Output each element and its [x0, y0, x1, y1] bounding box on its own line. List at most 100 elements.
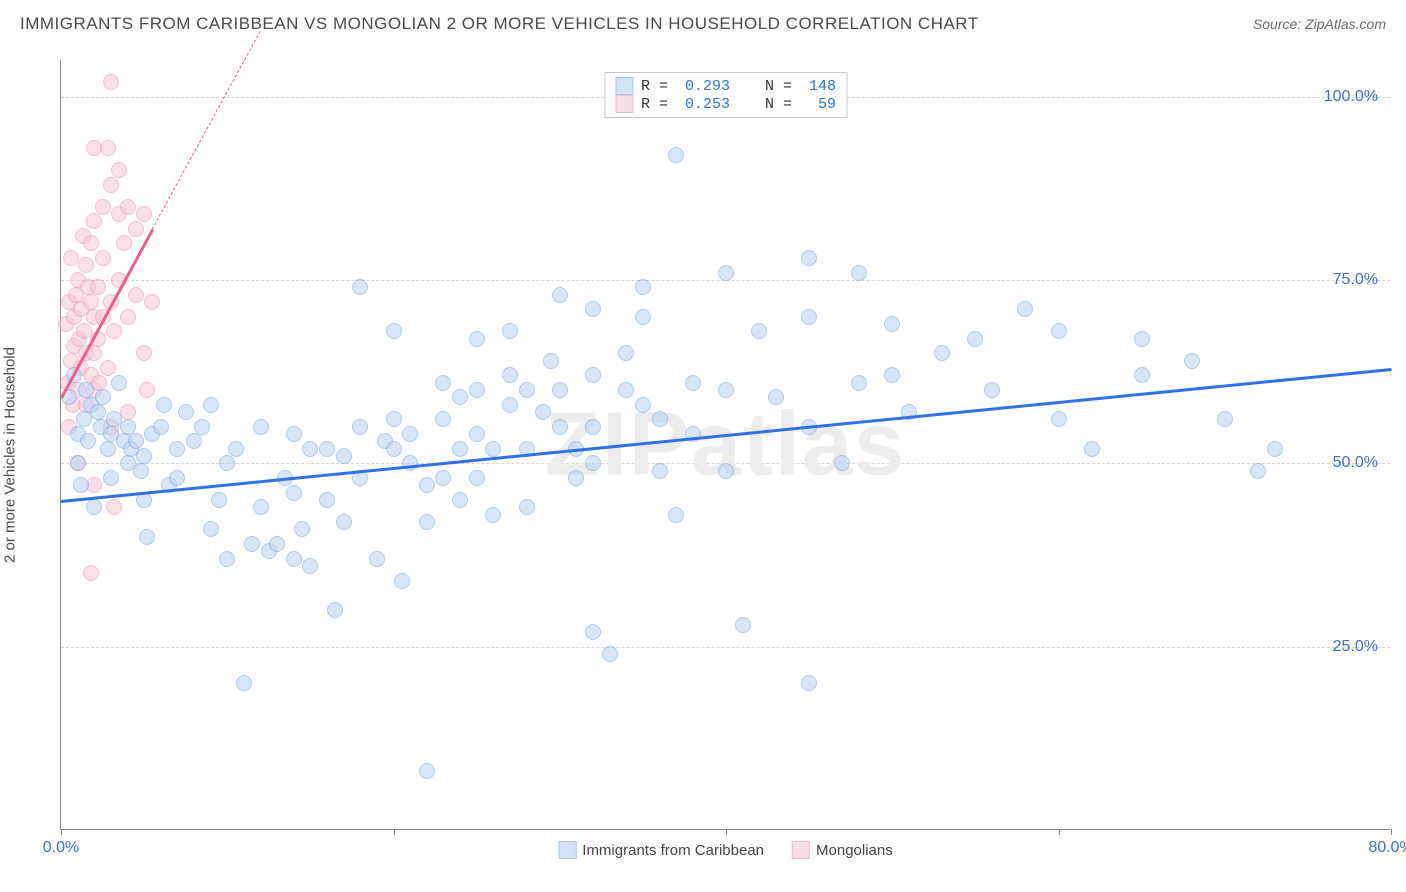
scatter-point-caribbean — [153, 419, 169, 435]
scatter-point-caribbean — [103, 470, 119, 486]
source-attribution: Source: ZipAtlas.com — [1253, 16, 1386, 32]
scatter-point-caribbean — [585, 624, 601, 640]
scatter-point-caribbean — [386, 323, 402, 339]
scatter-point-caribbean — [73, 477, 89, 493]
scatter-point-mongolian — [111, 162, 127, 178]
scatter-point-caribbean — [519, 499, 535, 515]
scatter-point-caribbean — [169, 441, 185, 457]
scatter-point-caribbean — [394, 573, 410, 589]
scatter-point-mongolian — [100, 140, 116, 156]
legend-swatch — [615, 95, 633, 113]
scatter-point-mongolian — [83, 294, 99, 310]
scatter-point-caribbean — [1017, 301, 1033, 317]
scatter-point-mongolian — [83, 235, 99, 251]
scatter-point-caribbean — [386, 441, 402, 457]
scatter-point-caribbean — [128, 433, 144, 449]
scatter-point-caribbean — [186, 433, 202, 449]
scatter-point-caribbean — [552, 287, 568, 303]
scatter-point-caribbean — [485, 507, 501, 523]
scatter-point-mongolian — [106, 499, 122, 515]
scatter-point-caribbean — [169, 470, 185, 486]
scatter-point-caribbean — [419, 514, 435, 530]
scatter-point-caribbean — [319, 441, 335, 457]
legend-n-value: 148 — [809, 78, 836, 95]
scatter-point-caribbean — [302, 558, 318, 574]
scatter-point-mongolian — [116, 235, 132, 251]
scatter-point-caribbean — [90, 404, 106, 420]
scatter-point-caribbean — [801, 675, 817, 691]
scatter-point-caribbean — [136, 448, 152, 464]
legend-r-label: R = — [641, 78, 677, 95]
scatter-point-caribbean — [602, 646, 618, 662]
scatter-point-mongolian — [139, 382, 155, 398]
scatter-point-caribbean — [668, 147, 684, 163]
scatter-point-caribbean — [419, 763, 435, 779]
scatter-point-caribbean — [768, 389, 784, 405]
legend-r-value: 0.293 — [685, 78, 730, 95]
scatter-point-mongolian — [120, 309, 136, 325]
scatter-point-caribbean — [1250, 463, 1266, 479]
scatter-point-mongolian — [103, 177, 119, 193]
scatter-point-caribbean — [635, 397, 651, 413]
scatter-point-caribbean — [336, 448, 352, 464]
scatter-point-caribbean — [851, 375, 867, 391]
scatter-point-caribbean — [718, 382, 734, 398]
scatter-point-caribbean — [435, 375, 451, 391]
scatter-point-caribbean — [535, 404, 551, 420]
scatter-point-caribbean — [319, 492, 335, 508]
scatter-point-caribbean — [95, 389, 111, 405]
scatter-point-caribbean — [352, 279, 368, 295]
correlation-legend-row: R = 0.253 N = 59 — [615, 95, 836, 113]
scatter-point-caribbean — [652, 411, 668, 427]
scatter-point-caribbean — [236, 675, 252, 691]
scatter-point-caribbean — [585, 367, 601, 383]
scatter-point-caribbean — [286, 426, 302, 442]
x-tick-mark — [61, 829, 62, 835]
scatter-point-caribbean — [1134, 331, 1150, 347]
scatter-point-mongolian — [128, 221, 144, 237]
scatter-point-caribbean — [1051, 323, 1067, 339]
scatter-point-mongolian — [86, 213, 102, 229]
scatter-point-caribbean — [801, 250, 817, 266]
scatter-point-caribbean — [543, 353, 559, 369]
scatter-point-caribbean — [618, 382, 634, 398]
scatter-point-caribbean — [585, 419, 601, 435]
watermark: ZIPatlas — [545, 393, 906, 496]
scatter-point-caribbean — [86, 499, 102, 515]
scatter-point-caribbean — [253, 419, 269, 435]
legend-n-label: N = — [738, 96, 801, 113]
scatter-point-caribbean — [585, 301, 601, 317]
scatter-point-caribbean — [519, 382, 535, 398]
y-tick-label: 50.0% — [1333, 454, 1378, 472]
scatter-point-caribbean — [1134, 367, 1150, 383]
scatter-point-caribbean — [111, 375, 127, 391]
scatter-point-caribbean — [244, 536, 260, 552]
scatter-point-caribbean — [452, 441, 468, 457]
correlation-legend: R = 0.293 N = 148R = 0.253 N = 59 — [604, 72, 847, 118]
scatter-point-caribbean — [452, 389, 468, 405]
x-tick-mark — [1059, 829, 1060, 835]
x-tick-label: 80.0% — [1368, 839, 1406, 857]
scatter-point-mongolian — [95, 250, 111, 266]
scatter-point-mongolian — [136, 345, 152, 361]
scatter-point-caribbean — [1084, 441, 1100, 457]
scatter-point-mongolian — [83, 565, 99, 581]
scatter-point-caribbean — [585, 455, 601, 471]
y-tick-label: 75.0% — [1333, 271, 1378, 289]
x-tick-label: 0.0% — [43, 839, 79, 857]
scatter-point-caribbean — [211, 492, 227, 508]
scatter-point-caribbean — [485, 441, 501, 457]
x-tick-mark — [1391, 829, 1392, 835]
scatter-point-caribbean — [502, 367, 518, 383]
scatter-point-caribbean — [735, 617, 751, 633]
scatter-point-caribbean — [120, 419, 136, 435]
legend-swatch — [792, 841, 810, 859]
scatter-point-caribbean — [718, 463, 734, 479]
scatter-point-caribbean — [219, 551, 235, 567]
scatter-point-caribbean — [419, 477, 435, 493]
scatter-point-caribbean — [286, 485, 302, 501]
scatter-point-caribbean — [469, 331, 485, 347]
scatter-point-caribbean — [78, 382, 94, 398]
scatter-point-caribbean — [884, 316, 900, 332]
trendline-extension — [152, 31, 261, 229]
